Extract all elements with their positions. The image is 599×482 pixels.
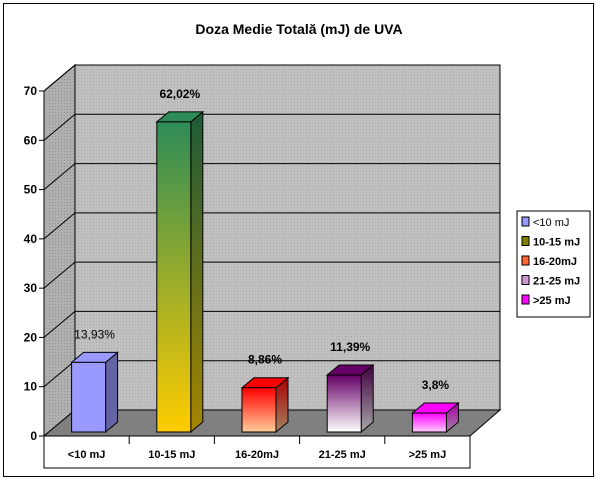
y-tick-label: 30	[24, 281, 38, 295]
legend-label: <10 mJ	[533, 217, 569, 229]
legend-swatch	[521, 275, 530, 285]
gridline-side	[43, 64, 76, 92]
data-label: 8,86%	[248, 353, 282, 367]
data-labels: 13,93% 62,02% 8,86% 11,39% 3,8%	[74, 87, 449, 392]
legend-label: >25 mJ	[533, 295, 571, 307]
bar-3	[240, 376, 290, 434]
gridlines	[43, 64, 500, 388]
bar-1	[70, 351, 119, 434]
bar-front	[241, 387, 277, 433]
category-axis-box	[43, 435, 471, 469]
y-tick-label: 40	[24, 232, 38, 246]
category-label: 10-15 mJ	[148, 449, 195, 461]
data-label: 62,02%	[159, 87, 200, 101]
bar-front	[411, 412, 447, 433]
gridline-side	[43, 163, 76, 190]
bar-front	[71, 361, 107, 433]
bar-front	[156, 121, 192, 433]
gridline-side	[43, 212, 76, 240]
data-label: 11,39%	[330, 340, 370, 354]
bar-4	[325, 363, 375, 434]
legend-swatch	[521, 216, 530, 227]
legend-label: 16-20mJ	[533, 256, 577, 268]
y-tick-label: 20	[24, 330, 38, 344]
y-tick-label: 60	[24, 133, 38, 147]
y-tick-label: 50	[24, 183, 38, 197]
category-label: 21-25 mJ	[319, 449, 366, 461]
gridline-side	[43, 113, 76, 141]
legend: <10 mJ 10-15 mJ 16-20mJ 21-25 mJ >25 mJ	[521, 216, 580, 307]
side-wall	[43, 63, 76, 438]
bar-side-shade	[190, 111, 203, 433]
y-tick-label: 10	[24, 380, 38, 394]
gridline-side	[43, 311, 76, 338]
bar-side-shade	[276, 377, 288, 432]
back-wall	[74, 64, 501, 411]
bars	[70, 110, 460, 434]
bar-front	[326, 374, 362, 433]
bar-5	[411, 401, 460, 434]
bar-side-shade	[105, 352, 118, 432]
gridline-side	[43, 360, 76, 388]
data-label: 13,93%	[74, 327, 115, 341]
y-tick-label: 70	[24, 84, 38, 98]
legend-swatch	[521, 294, 530, 305]
bar-side-shade	[446, 403, 459, 432]
category-label: >25 mJ	[409, 449, 447, 461]
gridline-side	[43, 261, 76, 289]
bar-side-shade	[361, 365, 374, 432]
legend-swatch	[521, 255, 530, 266]
category-label: <10 mJ	[68, 449, 106, 461]
legend-swatch	[521, 236, 530, 246]
chart-title: Doza Medie Totală (mJ) de UVA	[195, 21, 402, 37]
bar-2	[155, 110, 205, 434]
y-tick-label: 0	[30, 429, 37, 443]
legend-label: 10-15 mJ	[533, 237, 580, 249]
y-axis: 0 10 20 30 40 50 60 70	[24, 84, 45, 443]
legend-label: 21-25 mJ	[533, 276, 580, 288]
data-label: 3,8%	[422, 378, 450, 392]
category-label: 16-20mJ	[235, 449, 279, 461]
category-labels: <10 mJ 10-15 mJ 16-20mJ 21-25 mJ >25 mJ	[68, 436, 446, 461]
